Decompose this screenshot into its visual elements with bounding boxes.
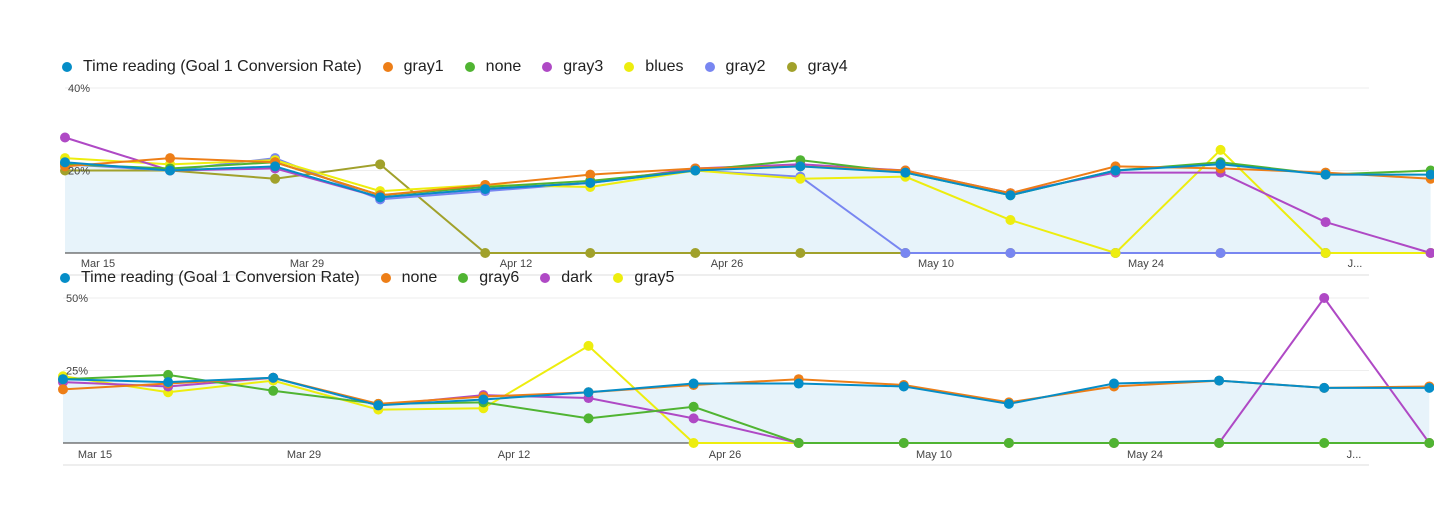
data-point-gray6[interactable] (899, 438, 909, 448)
data-point-time-reading-goal-1-conversion-rate[interactable] (1005, 190, 1015, 200)
data-point-time-reading-goal-1-conversion-rate[interactable] (1216, 159, 1226, 169)
data-point-time-reading-goal-1-conversion-rate[interactable] (480, 184, 490, 194)
x-tick-label: Mar 29 (287, 449, 321, 461)
data-point-time-reading-goal-1-conversion-rate[interactable] (1111, 166, 1121, 176)
data-point-blues[interactable] (1321, 248, 1331, 258)
data-point-gray6[interactable] (1424, 438, 1434, 448)
data-point-gray4[interactable] (585, 248, 595, 258)
y-tick-label: 20% (68, 166, 90, 178)
y-tick-label: 25% (66, 366, 88, 378)
data-point-time-reading-goal-1-conversion-rate[interactable] (690, 166, 700, 176)
data-point-time-reading-goal-1-conversion-rate[interactable] (1319, 383, 1329, 393)
data-point-none[interactable] (58, 384, 68, 394)
data-point-time-reading-goal-1-conversion-rate[interactable] (1109, 379, 1119, 389)
data-point-gray4[interactable] (795, 248, 805, 258)
data-point-blues[interactable] (1005, 215, 1015, 225)
data-point-time-reading-goal-1-conversion-rate[interactable] (584, 387, 594, 397)
data-point-time-reading-goal-1-conversion-rate[interactable] (478, 395, 488, 405)
x-tick-label: Apr 12 (498, 449, 530, 461)
data-point-time-reading-goal-1-conversion-rate[interactable] (270, 161, 280, 171)
data-point-time-reading-goal-1-conversion-rate[interactable] (585, 178, 595, 188)
data-point-gray6[interactable] (268, 386, 278, 396)
area-fill-time-reading-goal-1-conversion-rate (63, 378, 1429, 443)
data-point-time-reading-goal-1-conversion-rate[interactable] (795, 161, 805, 171)
data-point-blues[interactable] (1216, 145, 1226, 155)
data-point-time-reading-goal-1-conversion-rate[interactable] (165, 166, 175, 176)
data-point-gray3[interactable] (60, 133, 70, 143)
data-point-blues[interactable] (1111, 248, 1121, 258)
data-point-time-reading-goal-1-conversion-rate[interactable] (373, 400, 383, 410)
data-point-gray2[interactable] (1216, 248, 1226, 258)
data-point-gray1[interactable] (165, 153, 175, 163)
data-point-gray6[interactable] (1214, 438, 1224, 448)
data-point-dark[interactable] (689, 413, 699, 423)
chart-1-plot: 40%20%Mar 15Mar 29Apr 12Apr 26May 10May … (0, 50, 1434, 275)
data-point-gray5[interactable] (584, 341, 594, 351)
data-point-gray6[interactable] (1004, 438, 1014, 448)
chart-1: Time reading (Goal 1 Conversion Rate)gra… (0, 50, 1434, 275)
data-point-gray4[interactable] (375, 159, 385, 169)
data-point-time-reading-goal-1-conversion-rate[interactable] (1424, 383, 1434, 393)
data-point-time-reading-goal-1-conversion-rate[interactable] (899, 381, 909, 391)
data-point-time-reading-goal-1-conversion-rate[interactable] (1321, 170, 1331, 180)
data-point-time-reading-goal-1-conversion-rate[interactable] (163, 377, 173, 387)
data-point-gray2[interactable] (1005, 248, 1015, 258)
data-point-gray6[interactable] (794, 438, 804, 448)
x-tick-label: May 10 (916, 449, 952, 461)
y-tick-label: 40% (68, 83, 90, 95)
data-point-gray4[interactable] (270, 174, 280, 184)
data-point-time-reading-goal-1-conversion-rate[interactable] (794, 379, 804, 389)
x-tick-label: Apr 26 (709, 449, 741, 461)
chart-2-plot: 50% 25% Mar 15 Mar 29 Apr 12 Apr 26 May 10 May … (0, 262, 1434, 472)
data-point-time-reading-goal-1-conversion-rate[interactable] (268, 373, 278, 383)
data-point-dark[interactable] (1319, 293, 1329, 303)
x-tick-label: J... (1347, 449, 1362, 461)
data-point-gray4[interactable] (690, 248, 700, 258)
data-point-time-reading-goal-1-conversion-rate[interactable] (1214, 376, 1224, 386)
x-tick-label: May 24 (1127, 449, 1163, 461)
data-point-time-reading-goal-1-conversion-rate[interactable] (900, 168, 910, 178)
x-tick-label: Mar 15 (78, 449, 112, 461)
data-point-gray6[interactable] (1319, 438, 1329, 448)
data-point-gray5[interactable] (689, 438, 699, 448)
y-tick-label: 50% (66, 293, 88, 305)
data-point-gray6[interactable] (689, 402, 699, 412)
data-point-gray3[interactable] (1321, 217, 1331, 227)
data-point-gray6[interactable] (584, 413, 594, 423)
data-point-time-reading-goal-1-conversion-rate[interactable] (1004, 399, 1014, 409)
data-point-gray4[interactable] (480, 248, 490, 258)
data-point-time-reading-goal-1-conversion-rate[interactable] (375, 192, 385, 202)
chart-2: Time reading (Goal 1 Conversion Rate)non… (0, 262, 1434, 472)
data-point-time-reading-goal-1-conversion-rate[interactable] (689, 379, 699, 389)
data-point-gray2[interactable] (900, 248, 910, 258)
data-point-blues[interactable] (795, 174, 805, 184)
data-point-gray6[interactable] (1109, 438, 1119, 448)
